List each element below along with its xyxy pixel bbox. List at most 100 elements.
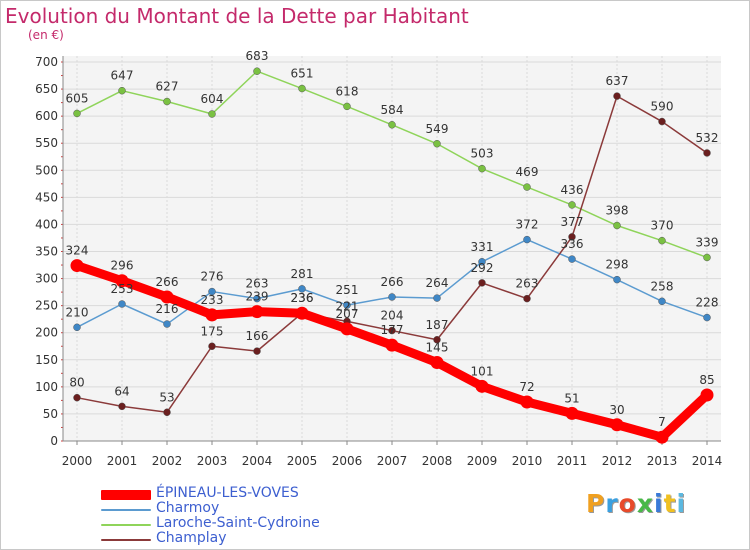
data-label: 372	[516, 218, 539, 232]
data-label: 584	[381, 103, 404, 117]
data-point	[73, 393, 81, 402]
data-point	[613, 92, 621, 100]
data-point	[523, 235, 531, 244]
data-point	[208, 342, 216, 350]
data-point	[388, 121, 396, 129]
data-label: 377	[561, 215, 584, 229]
data-point	[208, 110, 216, 118]
data-label: 604	[201, 92, 224, 106]
data-label: 281	[291, 267, 314, 281]
data-point	[475, 379, 489, 393]
data-label: 336	[561, 237, 584, 251]
data-point	[160, 290, 174, 304]
legend-swatch	[101, 509, 151, 511]
y-tick-label: 700	[35, 55, 58, 69]
data-label: 207	[336, 307, 359, 321]
data-point	[253, 347, 261, 355]
data-point	[118, 402, 126, 411]
data-label: 233	[201, 293, 224, 307]
logo-letter: i	[654, 489, 664, 518]
legend-swatch	[101, 539, 151, 541]
y-tick-label: 650	[35, 82, 58, 96]
data-point	[343, 301, 351, 309]
legend-label: ÉPINEAU-LES-VOVES	[156, 485, 299, 501]
proxiti-logo: Proxiti	[586, 489, 686, 518]
data-label: 296	[111, 259, 134, 273]
data-point	[118, 300, 126, 308]
data-point	[478, 258, 486, 266]
data-label: 590	[651, 100, 674, 114]
data-label: 53	[159, 390, 174, 404]
y-tick-label: 50	[43, 407, 58, 421]
logo-letter: i	[676, 489, 687, 518]
data-point	[703, 253, 711, 262]
data-point	[433, 336, 441, 344]
y-tick-label: 550	[35, 136, 58, 150]
data-label: 216	[156, 302, 179, 316]
data-label: 204	[381, 309, 404, 323]
data-label: 618	[336, 84, 359, 98]
data-label: 637	[606, 74, 629, 88]
x-tick-label: 2000	[62, 454, 93, 468]
x-tick-label: 2002	[152, 454, 183, 468]
legend-swatch	[101, 490, 151, 500]
chart-unit: (en €)	[28, 28, 64, 42]
logo-letter: o	[618, 489, 637, 518]
data-label: 292	[471, 261, 494, 275]
data-label: 236	[291, 291, 314, 305]
data-point	[478, 279, 486, 287]
data-label: 251	[336, 283, 359, 297]
data-label: 263	[246, 277, 269, 291]
data-point	[433, 140, 441, 148]
data-label: 166	[246, 329, 269, 343]
data-label: 549	[426, 122, 449, 136]
y-tick-label: 250	[35, 299, 58, 313]
data-label: 145	[426, 340, 449, 354]
x-tick-label: 2009	[467, 454, 498, 468]
data-point	[478, 164, 486, 173]
data-point	[73, 323, 81, 332]
legend-label: Champlay	[156, 530, 227, 546]
chart-title: Evolution du Montant de la Dette par Hab…	[5, 4, 469, 28]
data-label: 370	[651, 219, 674, 233]
y-tick-label: 100	[35, 380, 58, 394]
data-label: 627	[156, 80, 179, 94]
data-point	[658, 297, 666, 306]
data-label: 263	[516, 277, 539, 291]
data-point	[613, 275, 621, 284]
data-label: 264	[426, 276, 449, 290]
y-tick-label: 600	[35, 109, 58, 123]
data-label: 177	[381, 323, 404, 337]
data-label: 298	[606, 258, 629, 272]
data-point	[253, 67, 261, 75]
logo-letter: x	[636, 489, 654, 518]
data-label: 64	[114, 384, 129, 398]
x-tick-label: 2001	[107, 454, 138, 468]
data-label: 324	[66, 244, 89, 258]
data-label: 210	[66, 305, 89, 319]
data-label: 339	[696, 235, 719, 249]
data-label: 398	[606, 204, 629, 218]
data-label: 30	[609, 403, 624, 417]
data-point	[433, 294, 441, 302]
data-point	[568, 255, 576, 263]
data-label: 436	[561, 183, 584, 197]
x-tick-label: 2011	[557, 454, 588, 468]
data-point	[430, 355, 444, 369]
data-point	[385, 338, 399, 352]
data-label: 647	[111, 69, 134, 83]
logo-letter: t	[663, 489, 677, 518]
y-tick-label: 0	[50, 434, 58, 448]
data-label: 258	[651, 279, 674, 293]
data-label: 72	[519, 380, 534, 394]
x-tick-label: 2003	[197, 454, 228, 468]
data-point	[298, 285, 306, 293]
data-point	[565, 406, 579, 420]
data-label: 85	[699, 373, 714, 387]
data-point	[163, 320, 171, 328]
data-point	[658, 236, 666, 245]
data-label: 469	[516, 165, 539, 179]
data-label: 228	[696, 296, 719, 310]
data-point	[115, 274, 129, 288]
